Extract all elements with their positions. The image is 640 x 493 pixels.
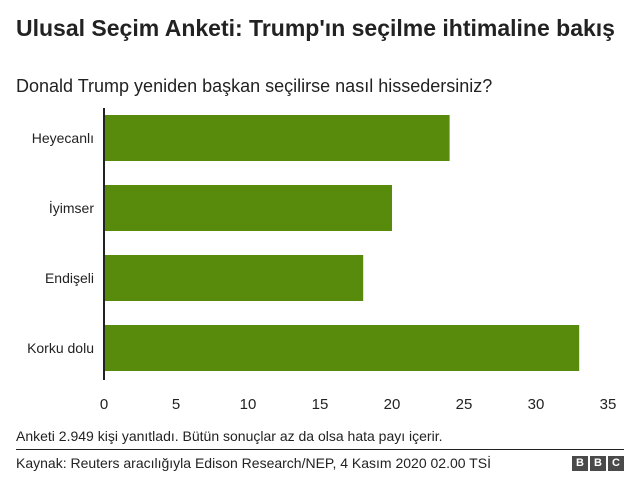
category-label: Heyecanlı: [32, 130, 94, 146]
x-tick-label: 30: [528, 396, 545, 413]
bbc-logo-letter: B: [590, 456, 606, 471]
chart-footnote: Anketi 2.949 kişi yanıtladı. Bütün sonuç…: [16, 428, 443, 444]
x-tick-label: 5: [172, 396, 180, 413]
chart-source: Kaynak: Reuters aracılığıyla Edison Rese…: [16, 455, 491, 471]
chart-title: Ulusal Seçim Anketi: Trump'ın seçilme ih…: [16, 15, 615, 41]
bar: [104, 255, 364, 301]
x-tick-label: 25: [456, 396, 473, 413]
x-tick-label: 35: [600, 396, 617, 413]
x-tick-label: 15: [312, 396, 329, 413]
bbc-logo-letter: B: [572, 456, 588, 471]
bbc-logo: B B C: [572, 456, 624, 471]
category-label: İyimser: [49, 199, 94, 216]
x-tick-label: 0: [100, 396, 108, 413]
bbc-logo-letter: C: [608, 456, 624, 471]
category-label: Endişeli: [45, 270, 94, 286]
bar: [104, 325, 580, 371]
category-label: Korku dolu: [27, 340, 94, 356]
bar: [104, 115, 450, 161]
bar-chart: Heyecanlı İyimser Endişeli Korku dolu 0 5 10 15…: [27, 108, 617, 413]
chart-subtitle: Donald Trump yeniden başkan seçilirse na…: [16, 76, 493, 96]
bar: [104, 185, 392, 231]
x-tick-label: 10: [240, 396, 257, 413]
footer-divider: [16, 449, 624, 450]
x-tick-label: 20: [384, 396, 401, 413]
